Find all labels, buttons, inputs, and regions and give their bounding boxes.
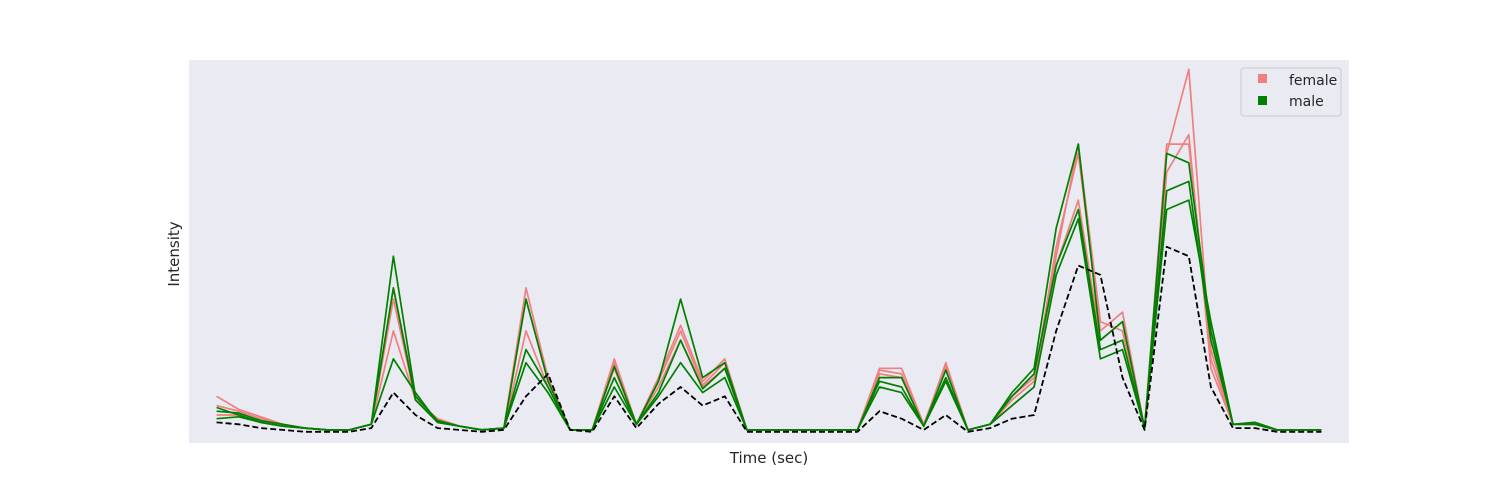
legend: female male — [1240, 67, 1342, 117]
series-line-male-5 — [216, 199, 1322, 431]
series-layer — [216, 68, 1322, 433]
y-axis-label: Intensity — [165, 221, 183, 286]
series-line-reference-6 — [216, 245, 1322, 433]
legend-label-female: female — [1289, 73, 1337, 89]
legend-swatch-female — [1258, 74, 1267, 83]
x-axis-label: Time (sec) — [729, 449, 808, 467]
legend-swatch-male — [1258, 96, 1267, 105]
legend-label-male: male — [1289, 94, 1324, 110]
plot-area — [189, 60, 1349, 443]
